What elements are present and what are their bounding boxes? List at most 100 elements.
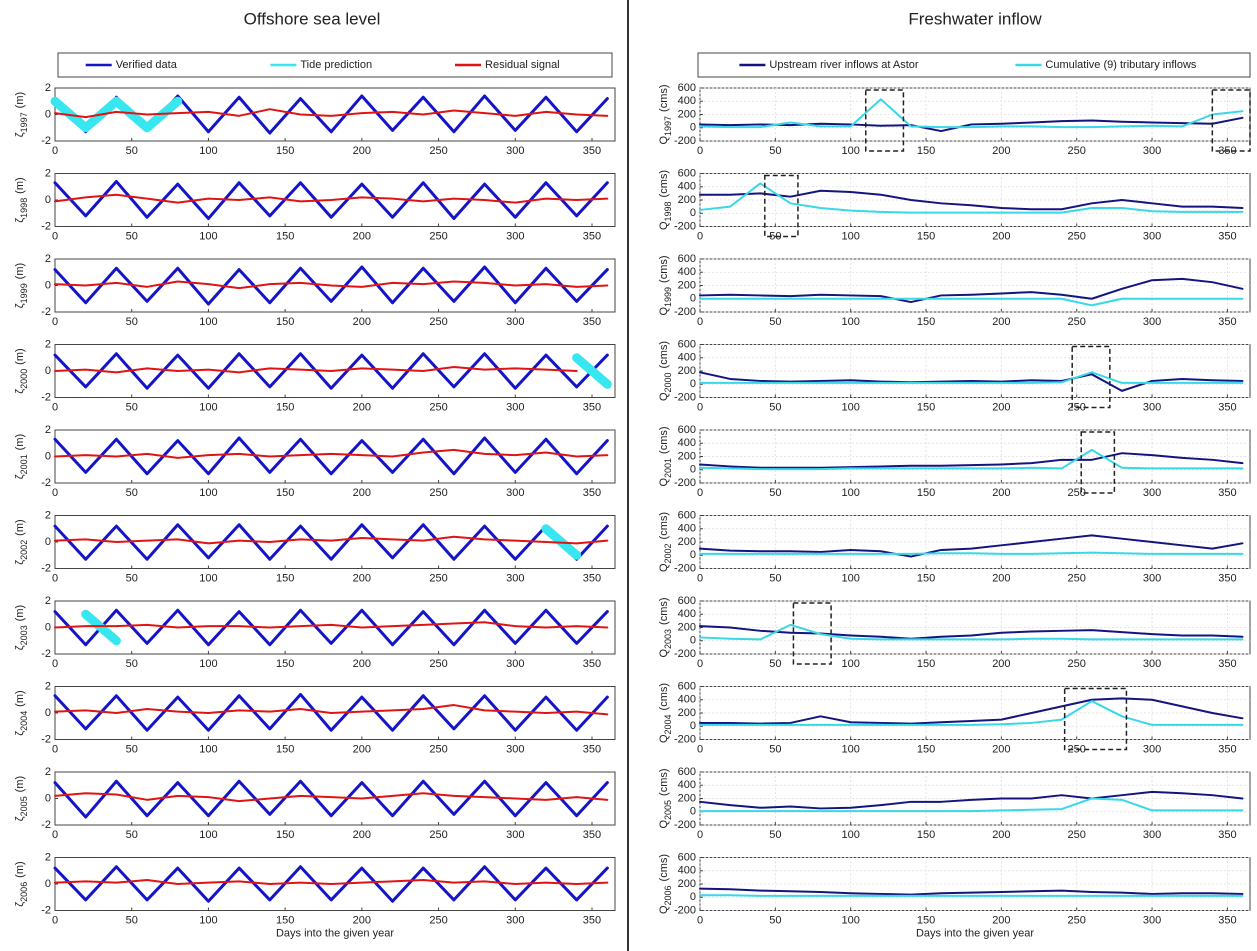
y-tick-label: 400	[678, 181, 696, 193]
panel-frame	[699, 87, 1251, 142]
series-line	[53, 523, 609, 561]
y-label-symbol: Q	[658, 221, 670, 230]
legend-label: Verified data	[116, 59, 178, 71]
x-tick-label: 0	[52, 743, 58, 755]
x-tick-label: 250	[429, 316, 447, 328]
x-tick-label: 150	[917, 401, 935, 413]
x-tick-label: 50	[126, 914, 138, 926]
series-line	[54, 108, 609, 119]
y-axis-label: Q2001 (cms)	[658, 426, 673, 486]
series-line	[699, 371, 1244, 392]
series-line	[54, 366, 578, 374]
y-tick-label: 0	[690, 378, 696, 390]
x-tick-label: 150	[917, 487, 935, 499]
x-tick-label: 200	[992, 316, 1010, 328]
y-label-unit: (m)	[14, 434, 26, 451]
x-tick-label: 350	[583, 743, 601, 755]
column-title: Freshwater inflow	[908, 9, 1042, 28]
x-tick-label: 100	[842, 316, 860, 328]
x-tick-label: 250	[1068, 230, 1086, 242]
y-tick-label: 400	[678, 865, 696, 877]
x-tick-label: 250	[1068, 487, 1086, 499]
y-tick-label: -2	[41, 733, 51, 745]
x-tick-label: 150	[917, 230, 935, 242]
y-label-symbol: ζ	[14, 218, 26, 223]
y-label-symbol: Q	[658, 905, 670, 914]
x-tick-label: 250	[1068, 145, 1086, 157]
x-tick-label: 100	[842, 658, 860, 670]
x-tick-label: 300	[1143, 743, 1161, 755]
x-tick-label: 350	[583, 401, 601, 413]
y-label-symbol: Q	[658, 478, 670, 487]
x-tick-label: 300	[506, 316, 524, 328]
x-tick-label: 350	[583, 829, 601, 841]
x-tick-label: 100	[199, 829, 217, 841]
y-tick-label: 600	[678, 509, 696, 521]
x-tick-label: 50	[126, 829, 138, 841]
y-label-symbol: ζ	[14, 816, 26, 821]
x-tick-label: 300	[1143, 316, 1161, 328]
series-line	[54, 280, 609, 290]
y-tick-label: 0	[45, 878, 51, 890]
x-tick-label: 150	[917, 572, 935, 584]
x-tick-label: 300	[1143, 230, 1161, 242]
panel-frame	[699, 686, 1251, 740]
x-tick-label: 300	[1143, 829, 1161, 841]
series-line	[699, 887, 1244, 896]
y-axis-label: Q1998 (cms)	[658, 170, 673, 230]
x-tick-label: 50	[769, 743, 781, 755]
y-axis-label: Q1997 (cms)	[658, 84, 673, 144]
x-tick-label: 200	[353, 487, 371, 499]
series-line	[54, 704, 609, 716]
y-label-unit: (cms)	[658, 597, 670, 625]
x-tick-label: 350	[583, 572, 601, 584]
x-tick-label: 300	[506, 487, 524, 499]
x-tick-label: 350	[1218, 572, 1236, 584]
y-tick-label: -200	[674, 391, 696, 403]
x-tick-label: 350	[583, 658, 601, 670]
x-tick-label: 0	[697, 914, 703, 926]
y-tick-label: 600	[678, 766, 696, 778]
y-tick-label: 0	[45, 707, 51, 719]
y-tick-label: 2	[45, 680, 51, 692]
x-tick-label: 150	[917, 743, 935, 755]
y-tick-label: 400	[678, 95, 696, 107]
y-label-year: 2002	[663, 543, 673, 563]
y-tick-label: 600	[678, 253, 696, 265]
y-label-unit: (m)	[14, 861, 26, 878]
x-tick-label: 200	[353, 914, 371, 926]
y-label-year: 2003	[19, 625, 29, 645]
y-label-symbol: Q	[658, 820, 670, 829]
x-tick-label: 250	[429, 658, 447, 670]
series-line	[50, 96, 183, 133]
x-tick-label: 150	[276, 658, 294, 670]
x-tick-label: 300	[1143, 572, 1161, 584]
x-tick-label: 0	[697, 658, 703, 670]
x-tick-label: 300	[506, 145, 524, 157]
x-axis-label: Days into the given year	[916, 927, 1034, 939]
x-tick-label: 150	[276, 914, 294, 926]
series-line	[699, 551, 1244, 555]
x-tick-label: 350	[583, 487, 601, 499]
y-tick-label: 2	[45, 766, 51, 778]
y-axis-label: Q1999 (cms)	[658, 255, 673, 315]
y-tick-label: 2	[45, 509, 51, 521]
x-tick-label: 350	[1218, 743, 1236, 755]
x-tick-label: 100	[842, 145, 860, 157]
y-label-symbol: ζ	[14, 303, 26, 308]
x-tick-label: 100	[842, 572, 860, 584]
y-tick-label: -2	[41, 391, 51, 403]
x-tick-label: 50	[769, 401, 781, 413]
x-tick-label: 0	[52, 401, 58, 413]
x-tick-label: 0	[697, 572, 703, 584]
y-tick-label: 2	[45, 595, 51, 607]
y-tick-label: 2	[45, 167, 51, 179]
x-tick-label: 150	[276, 743, 294, 755]
series-line	[699, 625, 1244, 640]
y-tick-label: -200	[674, 648, 696, 660]
panel-frame	[699, 515, 1251, 569]
y-axis-label: ζ1999 (m)	[14, 263, 29, 308]
y-tick-label: 0	[45, 194, 51, 206]
x-tick-label: 150	[917, 316, 935, 328]
x-tick-label: 350	[1218, 829, 1236, 841]
